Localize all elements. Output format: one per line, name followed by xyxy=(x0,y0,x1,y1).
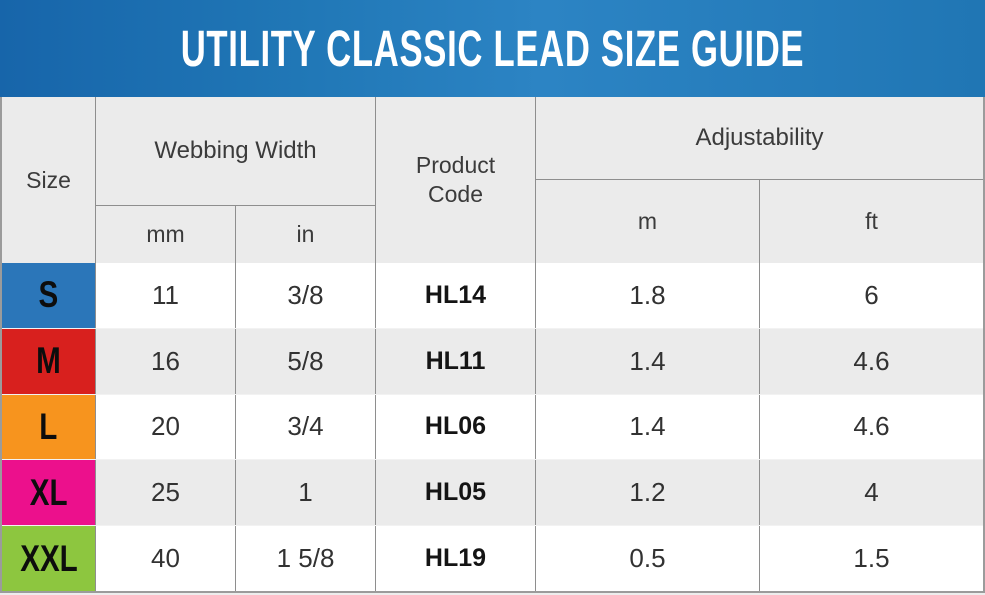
col-header-in: in xyxy=(236,206,375,263)
adjust-ft-value: 4.6 xyxy=(760,328,983,394)
product-code-value: HL06 xyxy=(376,394,535,460)
webbing-mm-value: 20 xyxy=(96,394,235,460)
size-label: M xyxy=(36,340,61,382)
size-swatch: M xyxy=(2,328,95,394)
webbing-mm-value: 40 xyxy=(96,526,235,591)
adjust-m-value: 1.4 xyxy=(536,394,759,460)
table-row-m: M 16 5/8 HL11 1.4 4.6 xyxy=(2,328,983,395)
product-code-value: HL14 xyxy=(376,263,535,328)
size-swatch: XL xyxy=(2,460,95,526)
col-header-product-code: Product Code xyxy=(376,97,535,263)
table-row-xxl: XXL 40 1 5/8 HL19 0.5 1.5 xyxy=(2,526,983,591)
table-row-l: L 20 3/4 HL06 1.4 4.6 xyxy=(2,394,983,461)
size-label: L xyxy=(39,405,58,447)
size-swatch: S xyxy=(2,263,95,328)
size-swatch: XXL xyxy=(2,526,95,591)
col-header-mm: mm xyxy=(96,206,235,263)
product-code-value: HL11 xyxy=(376,328,535,394)
webbing-mm-value: 16 xyxy=(96,328,235,394)
adjust-m-value: 1.4 xyxy=(536,328,759,394)
col-header-size: Size xyxy=(2,97,95,263)
page-title: UTILITY CLASSIC LEAD SIZE GUIDE xyxy=(180,20,805,77)
adjust-ft-value: 1.5 xyxy=(760,526,983,591)
adjust-ft-value: 6 xyxy=(760,263,983,328)
size-label: S xyxy=(38,274,59,316)
col-header-adjustability: Adjustability xyxy=(536,97,983,179)
webbing-in-value: 5/8 xyxy=(236,328,375,394)
adjust-ft-value: 4 xyxy=(760,460,983,526)
product-code-value: HL19 xyxy=(376,526,535,591)
col-header-ft: ft xyxy=(760,180,983,263)
title-banner: UTILITY CLASSIC LEAD SIZE GUIDE xyxy=(0,0,985,97)
size-guide-table: Size Webbing Width mm in Product Code Ad… xyxy=(0,97,985,593)
adjust-ft-value: 4.6 xyxy=(760,394,983,460)
webbing-mm-value: 11 xyxy=(96,263,235,328)
table-header: Size Webbing Width mm in Product Code Ad… xyxy=(2,97,983,263)
size-label: XXL xyxy=(19,537,78,579)
adjust-m-value: 1.8 xyxy=(536,263,759,328)
size-swatch: L xyxy=(2,394,95,460)
size-label: XL xyxy=(29,471,68,513)
table-body: S 11 3/8 HL14 1.8 6 M 16 5/8 HL11 1.4 4.… xyxy=(2,263,983,591)
table-row-xl: XL 25 1 HL05 1.2 4 xyxy=(2,460,983,527)
webbing-in-value: 1 xyxy=(236,460,375,526)
col-header-webbing-width: Webbing Width xyxy=(96,97,375,205)
col-header-m: m xyxy=(536,180,759,263)
adjust-m-value: 1.2 xyxy=(536,460,759,526)
product-code-value: HL05 xyxy=(376,460,535,526)
webbing-in-value: 3/8 xyxy=(236,263,375,328)
table-row-s: S 11 3/8 HL14 1.8 6 xyxy=(2,263,983,329)
adjust-m-value: 0.5 xyxy=(536,526,759,591)
webbing-in-value: 1 5/8 xyxy=(236,526,375,591)
webbing-mm-value: 25 xyxy=(96,460,235,526)
webbing-in-value: 3/4 xyxy=(236,394,375,460)
